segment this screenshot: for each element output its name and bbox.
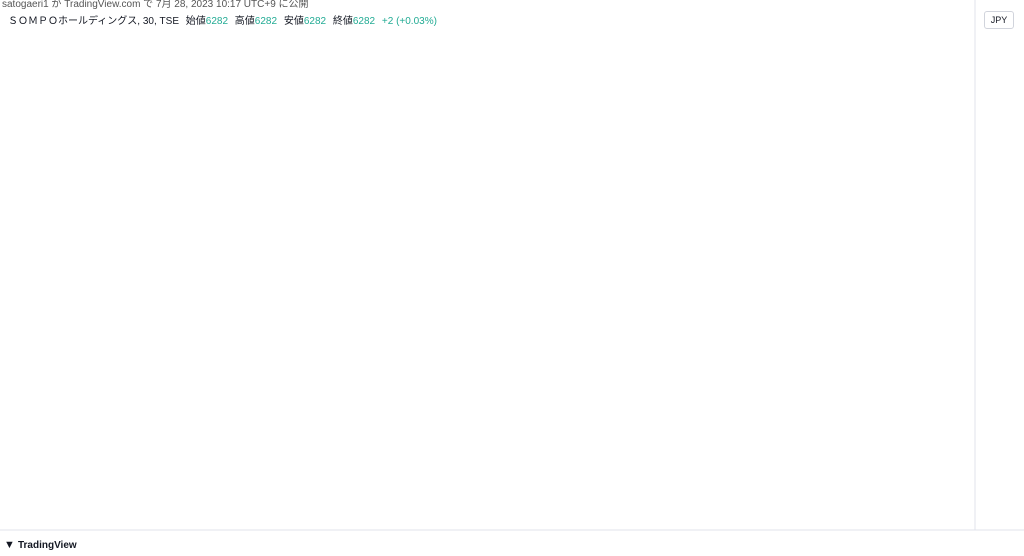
change: +2 (+0.03%) <box>381 16 437 27</box>
brand: ▼ TradingView <box>4 539 77 551</box>
brand-text: TradingView <box>17 540 77 551</box>
symbol: ＳＯＭＰＯホールディングス, 30, TSE <box>8 16 179 27</box>
high-value: 6282 <box>254 16 278 27</box>
close-label: 終値 <box>332 16 353 27</box>
close-value: 6282 <box>352 16 376 27</box>
low-label: 安値 <box>283 16 304 27</box>
high-label: 高値 <box>234 16 255 27</box>
currency-button[interactable]: JPY <box>984 11 1014 29</box>
low-value: 6282 <box>303 16 327 27</box>
open-label: 始値 <box>185 16 206 27</box>
open-value: 6282 <box>205 16 229 27</box>
published-note: satogaeri1 が TradingView.com で 7月 28, 20… <box>2 0 309 10</box>
legend-header: ＳＯＭＰＯホールディングス, 30, TSE 始値6282 高値6282 安値6… <box>8 12 437 27</box>
